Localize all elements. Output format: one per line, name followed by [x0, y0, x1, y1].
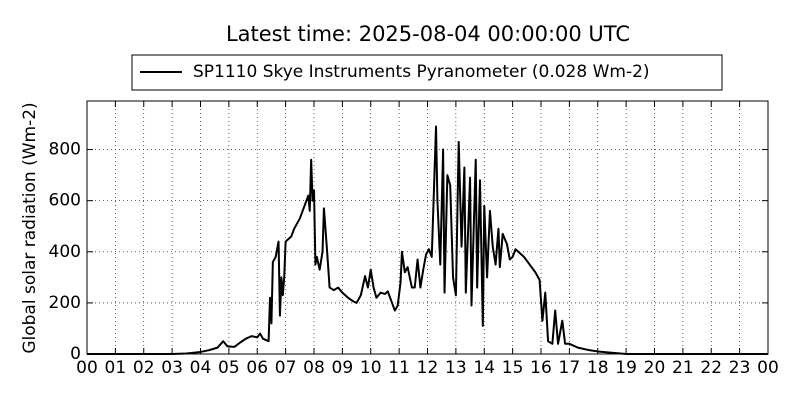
- x-tick-label: 02: [133, 358, 155, 378]
- x-tick-label: 03: [161, 358, 183, 378]
- x-tick-label: 16: [530, 358, 552, 378]
- legend-box: [131, 54, 723, 91]
- x-tick-label: 19: [615, 358, 637, 378]
- y-tick-label: 200: [49, 293, 81, 313]
- x-tick-label: 07: [275, 358, 297, 378]
- x-tick-label: 11: [388, 358, 410, 378]
- x-tick-label: 13: [445, 358, 467, 378]
- x-tick-label: 10: [360, 358, 382, 378]
- x-tick-label: 22: [700, 358, 722, 378]
- x-tick-label: 05: [218, 358, 240, 378]
- x-tick-label: 20: [644, 358, 666, 378]
- x-tick-label: 00: [757, 358, 779, 378]
- x-tick-label: 18: [587, 358, 609, 378]
- y-axis-label: Global solar radiation (Wm-2): [20, 102, 40, 353]
- x-tick-label: 00: [76, 358, 98, 378]
- x-tick-label: 01: [105, 358, 127, 378]
- x-tick-label: 12: [417, 358, 439, 378]
- y-tick-label: 600: [49, 191, 81, 211]
- data-line: [87, 125, 768, 355]
- x-tick-label: 23: [729, 358, 751, 378]
- x-tick-label: 21: [672, 358, 694, 378]
- x-tick-label: 15: [502, 358, 524, 378]
- y-tick-label: 400: [49, 242, 81, 262]
- x-tick-label: 08: [303, 358, 325, 378]
- x-tick-label: 06: [246, 358, 268, 378]
- chart-title: Latest time: 2025-08-04 00:00:00 UTC: [226, 22, 630, 46]
- y-tick-label: 0: [70, 344, 81, 364]
- x-tick-label: 14: [473, 358, 495, 378]
- x-tick-label: 04: [190, 358, 212, 378]
- plot-frame: [86, 100, 769, 355]
- y-tick-label: 800: [49, 140, 81, 160]
- x-tick-label: 17: [559, 358, 581, 378]
- x-tick-label: 09: [332, 358, 354, 378]
- legend-label: SP1110 Skye Instruments Pyranometer (0.0…: [193, 62, 650, 82]
